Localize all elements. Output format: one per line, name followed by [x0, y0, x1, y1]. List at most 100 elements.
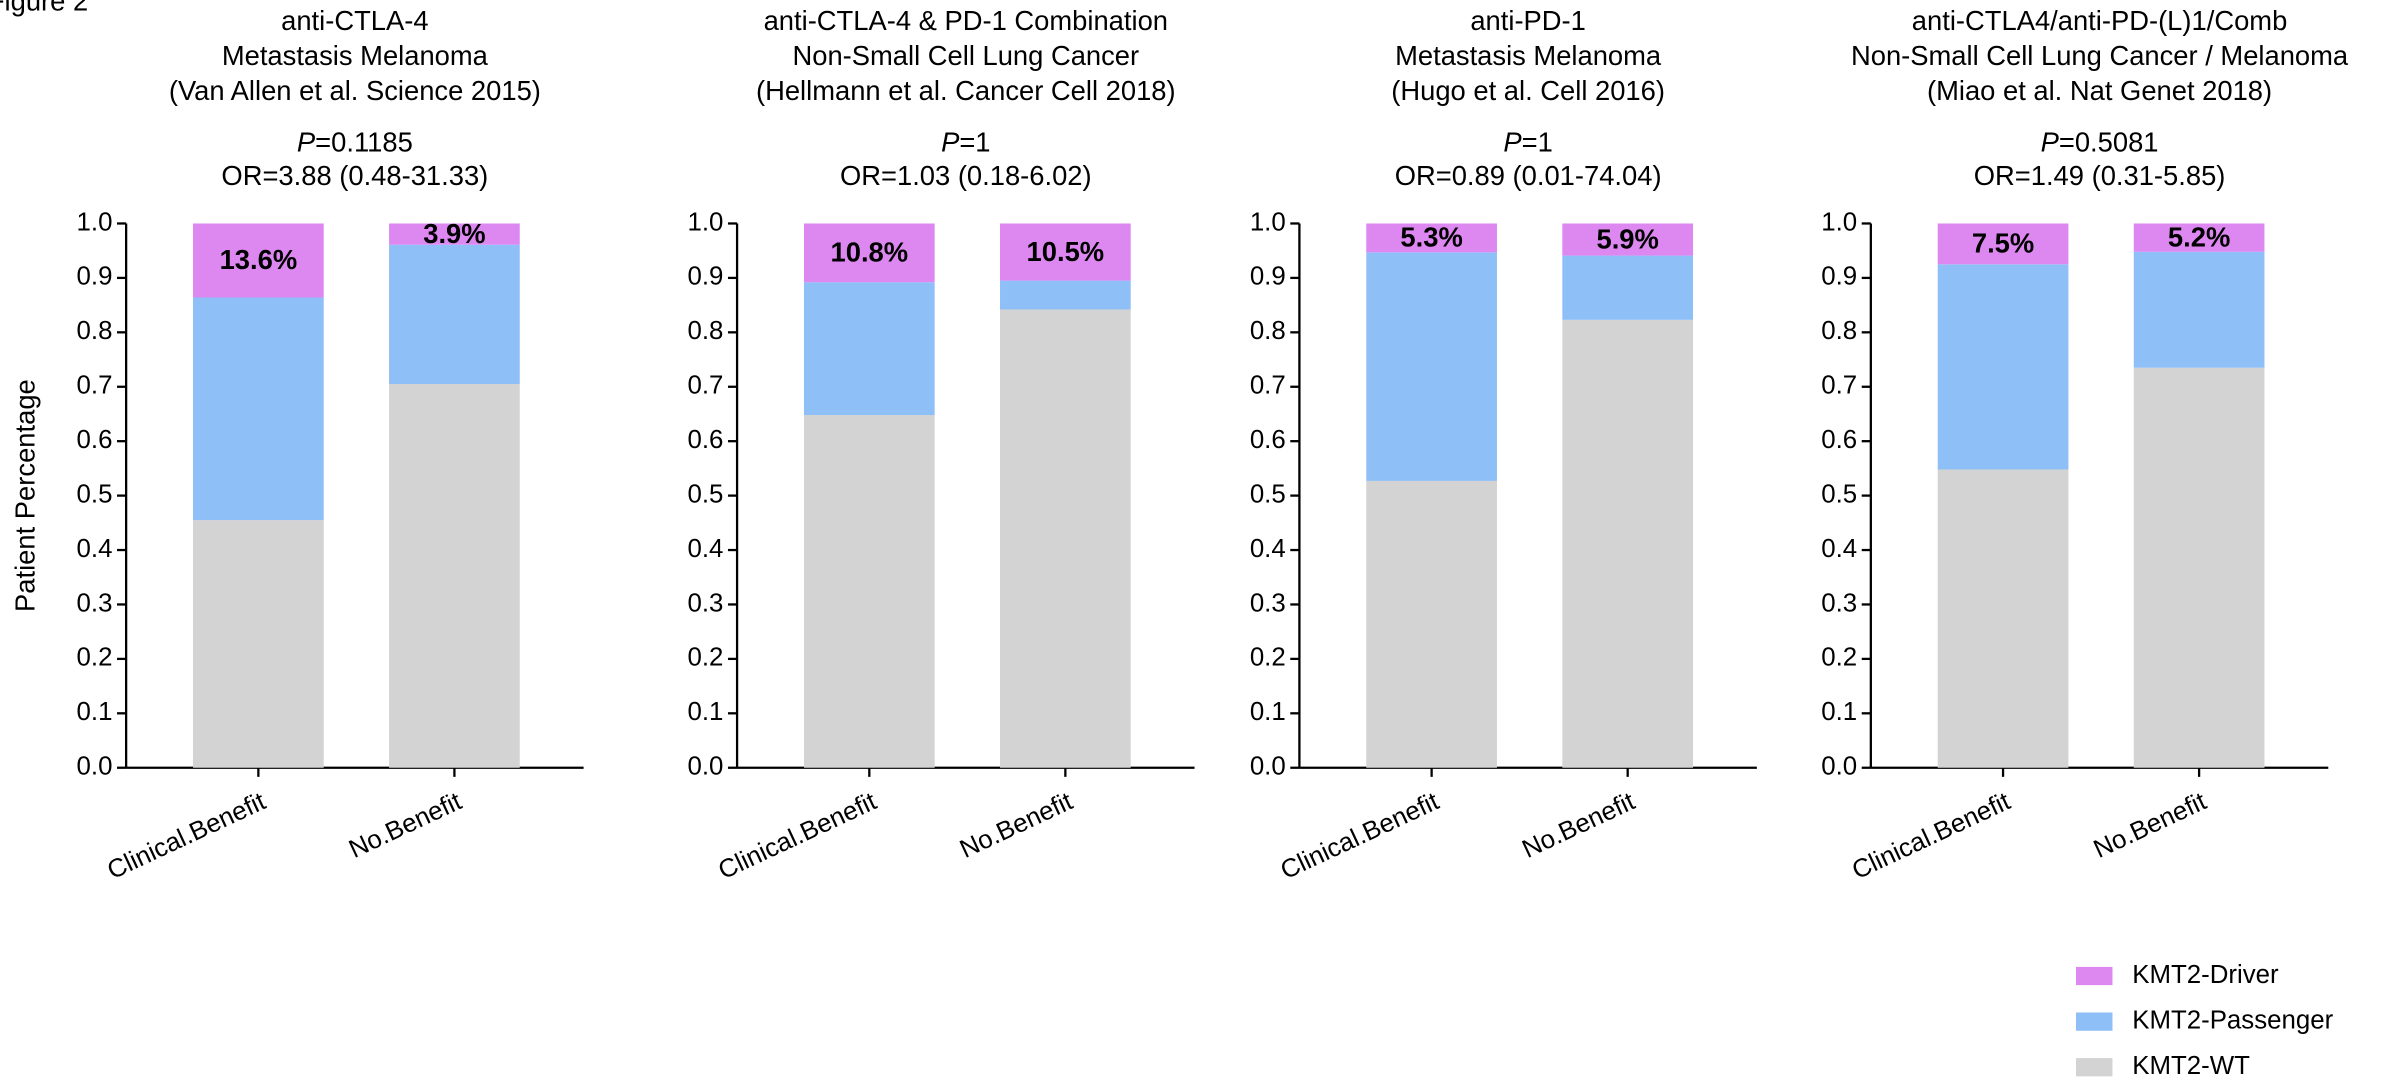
y-tick-label: 0.7	[1821, 372, 1857, 400]
value-label: 5.3%	[1400, 222, 1462, 253]
y-tick-label: 0.1	[688, 698, 724, 726]
y-tick-label: 0.0	[1250, 753, 1286, 781]
chart-title: Metastasis Melanoma	[222, 40, 489, 71]
bar-segment	[803, 415, 935, 768]
chart-stat: OR=1.03 (0.18-6.02)	[840, 160, 1092, 191]
x-tick-label: No.Benefit	[956, 787, 1077, 863]
legend-label: KMT2-WT	[2132, 1052, 2250, 1080]
bar-segment	[193, 223, 324, 298]
y-tick-label: 0.4	[77, 535, 113, 563]
chart-title: Metastasis Melanoma	[1395, 40, 1662, 71]
y-tick-label: 0.3	[1821, 589, 1857, 617]
y-tick-label: 0.4	[688, 535, 724, 563]
value-label: 13.6%	[220, 244, 298, 275]
value-label: 5.9%	[1596, 223, 1658, 254]
x-tick-label: No.Benefit	[1518, 787, 1639, 863]
y-axis-label: Patient Percentage	[10, 379, 41, 612]
y-tick-label: 0.4	[1250, 535, 1286, 563]
legend-swatch	[2076, 1012, 2113, 1031]
bar-segment	[389, 384, 520, 768]
y-tick-label: 0.2	[77, 644, 113, 672]
chart-title: (Hellmann et al. Cancer Cell 2018)	[756, 75, 1176, 106]
chart-stat: OR=1.49 (0.31-5.85)	[1974, 160, 2226, 191]
chart-title: anti-PD-1	[1470, 5, 1586, 36]
chart-title: anti-CTLA4/anti-PD-(L)1/Comb	[1912, 5, 2287, 36]
legend-label: KMT2-Passenger	[2132, 1006, 2333, 1034]
y-tick-label: 0.7	[1250, 372, 1286, 400]
bar-segment	[1562, 319, 1694, 768]
y-tick-label: 0.5	[1821, 480, 1857, 508]
y-tick-label: 0.0	[77, 753, 113, 781]
y-tick-label: 0.0	[1821, 753, 1857, 781]
chart-stat: OR=3.88 (0.48-31.33)	[221, 160, 488, 191]
y-tick-label: 0.8	[1250, 317, 1286, 345]
y-tick-label: 0.9	[1821, 263, 1857, 291]
y-tick-label: 1.0	[1821, 208, 1857, 236]
y-tick-label: 0.9	[1250, 263, 1286, 291]
bar-segment	[2133, 251, 2265, 368]
value-label: 10.5%	[1027, 236, 1105, 267]
bar-segment	[1562, 223, 1694, 256]
chart-title: anti-CTLA-4 & PD-1 Combination	[764, 5, 1168, 36]
y-tick-label: 0.5	[1250, 480, 1286, 508]
chart-title: (Van Allen et al. Science 2015)	[169, 75, 541, 106]
bar-segment	[389, 223, 520, 245]
y-tick-label: 0.6	[1250, 426, 1286, 454]
x-tick-label: Clinical.Benefit	[1848, 787, 2015, 885]
y-tick-label: 0.5	[688, 480, 724, 508]
bar-segment	[803, 223, 935, 283]
bar-segment	[389, 244, 520, 385]
y-tick-label: 1.0	[688, 208, 724, 236]
y-tick-label: 0.1	[1821, 698, 1857, 726]
bar-segment	[1366, 252, 1497, 481]
legend-swatch	[2076, 966, 2113, 986]
y-tick-label: 0.9	[77, 263, 113, 291]
y-tick-label: 0.2	[688, 644, 724, 672]
bar-segment	[2133, 223, 2265, 252]
value-label: 3.9%	[423, 218, 485, 249]
x-tick-label: No.Benefit	[2089, 787, 2210, 863]
bar-segment	[2133, 367, 2265, 768]
chart-stat: OR=0.89 (0.01-74.04)	[1395, 160, 1662, 191]
chart-stat: P=0.5081	[2041, 127, 2159, 158]
chart-title: Non-Small Cell Lung Cancer / Melanoma	[1851, 40, 2349, 71]
x-tick-label: No.Benefit	[345, 787, 466, 863]
bar-segment	[1000, 223, 1131, 281]
chart-title: (Hugo et al. Cell 2016)	[1391, 75, 1665, 106]
x-tick-label: Clinical.Benefit	[1276, 787, 1443, 885]
value-label: 5.2%	[2168, 221, 2230, 252]
y-tick-label: 0.3	[1250, 589, 1286, 617]
value-label: 10.8%	[831, 237, 909, 268]
y-tick-label: 0.8	[688, 317, 724, 345]
y-tick-label: 0.4	[1821, 535, 1857, 563]
bar-segment	[1366, 223, 1497, 253]
chart-stat: P=1	[941, 127, 990, 158]
value-label: 7.5%	[1972, 228, 2034, 259]
chart-stat: P=1	[1503, 127, 1552, 158]
y-tick-label: 0.3	[77, 589, 113, 617]
legend-swatch	[2076, 1058, 2113, 1077]
y-tick-label: 0.7	[77, 372, 113, 400]
y-tick-label: 0.6	[1821, 426, 1857, 454]
y-tick-label: 0.2	[1250, 644, 1286, 672]
y-tick-label: 0.9	[688, 263, 724, 291]
bar-segment	[193, 297, 324, 521]
chart-title: anti-CTLA-4	[281, 5, 428, 36]
bar-segment	[803, 282, 935, 416]
chart-stat: P=0.1185	[297, 127, 413, 158]
y-tick-label: 0.1	[1250, 698, 1286, 726]
y-tick-label: 1.0	[1250, 208, 1286, 236]
y-tick-label: 0.6	[77, 426, 113, 454]
bar-segment	[1937, 264, 2069, 470]
x-tick-label: Clinical.Benefit	[714, 787, 881, 885]
x-tick-label: Clinical.Benefit	[103, 787, 270, 885]
chart-title: Non-Small Cell Lung Cancer	[792, 40, 1139, 71]
y-tick-label: 0.8	[1821, 317, 1857, 345]
y-tick-label: 0.3	[688, 589, 724, 617]
bar-segment	[1000, 309, 1131, 768]
y-tick-label: 0.0	[688, 753, 724, 781]
y-tick-label: 0.7	[688, 372, 724, 400]
chart-title: (Miao et al. Nat Genet 2018)	[1927, 75, 2272, 106]
y-tick-label: 0.5	[77, 480, 113, 508]
